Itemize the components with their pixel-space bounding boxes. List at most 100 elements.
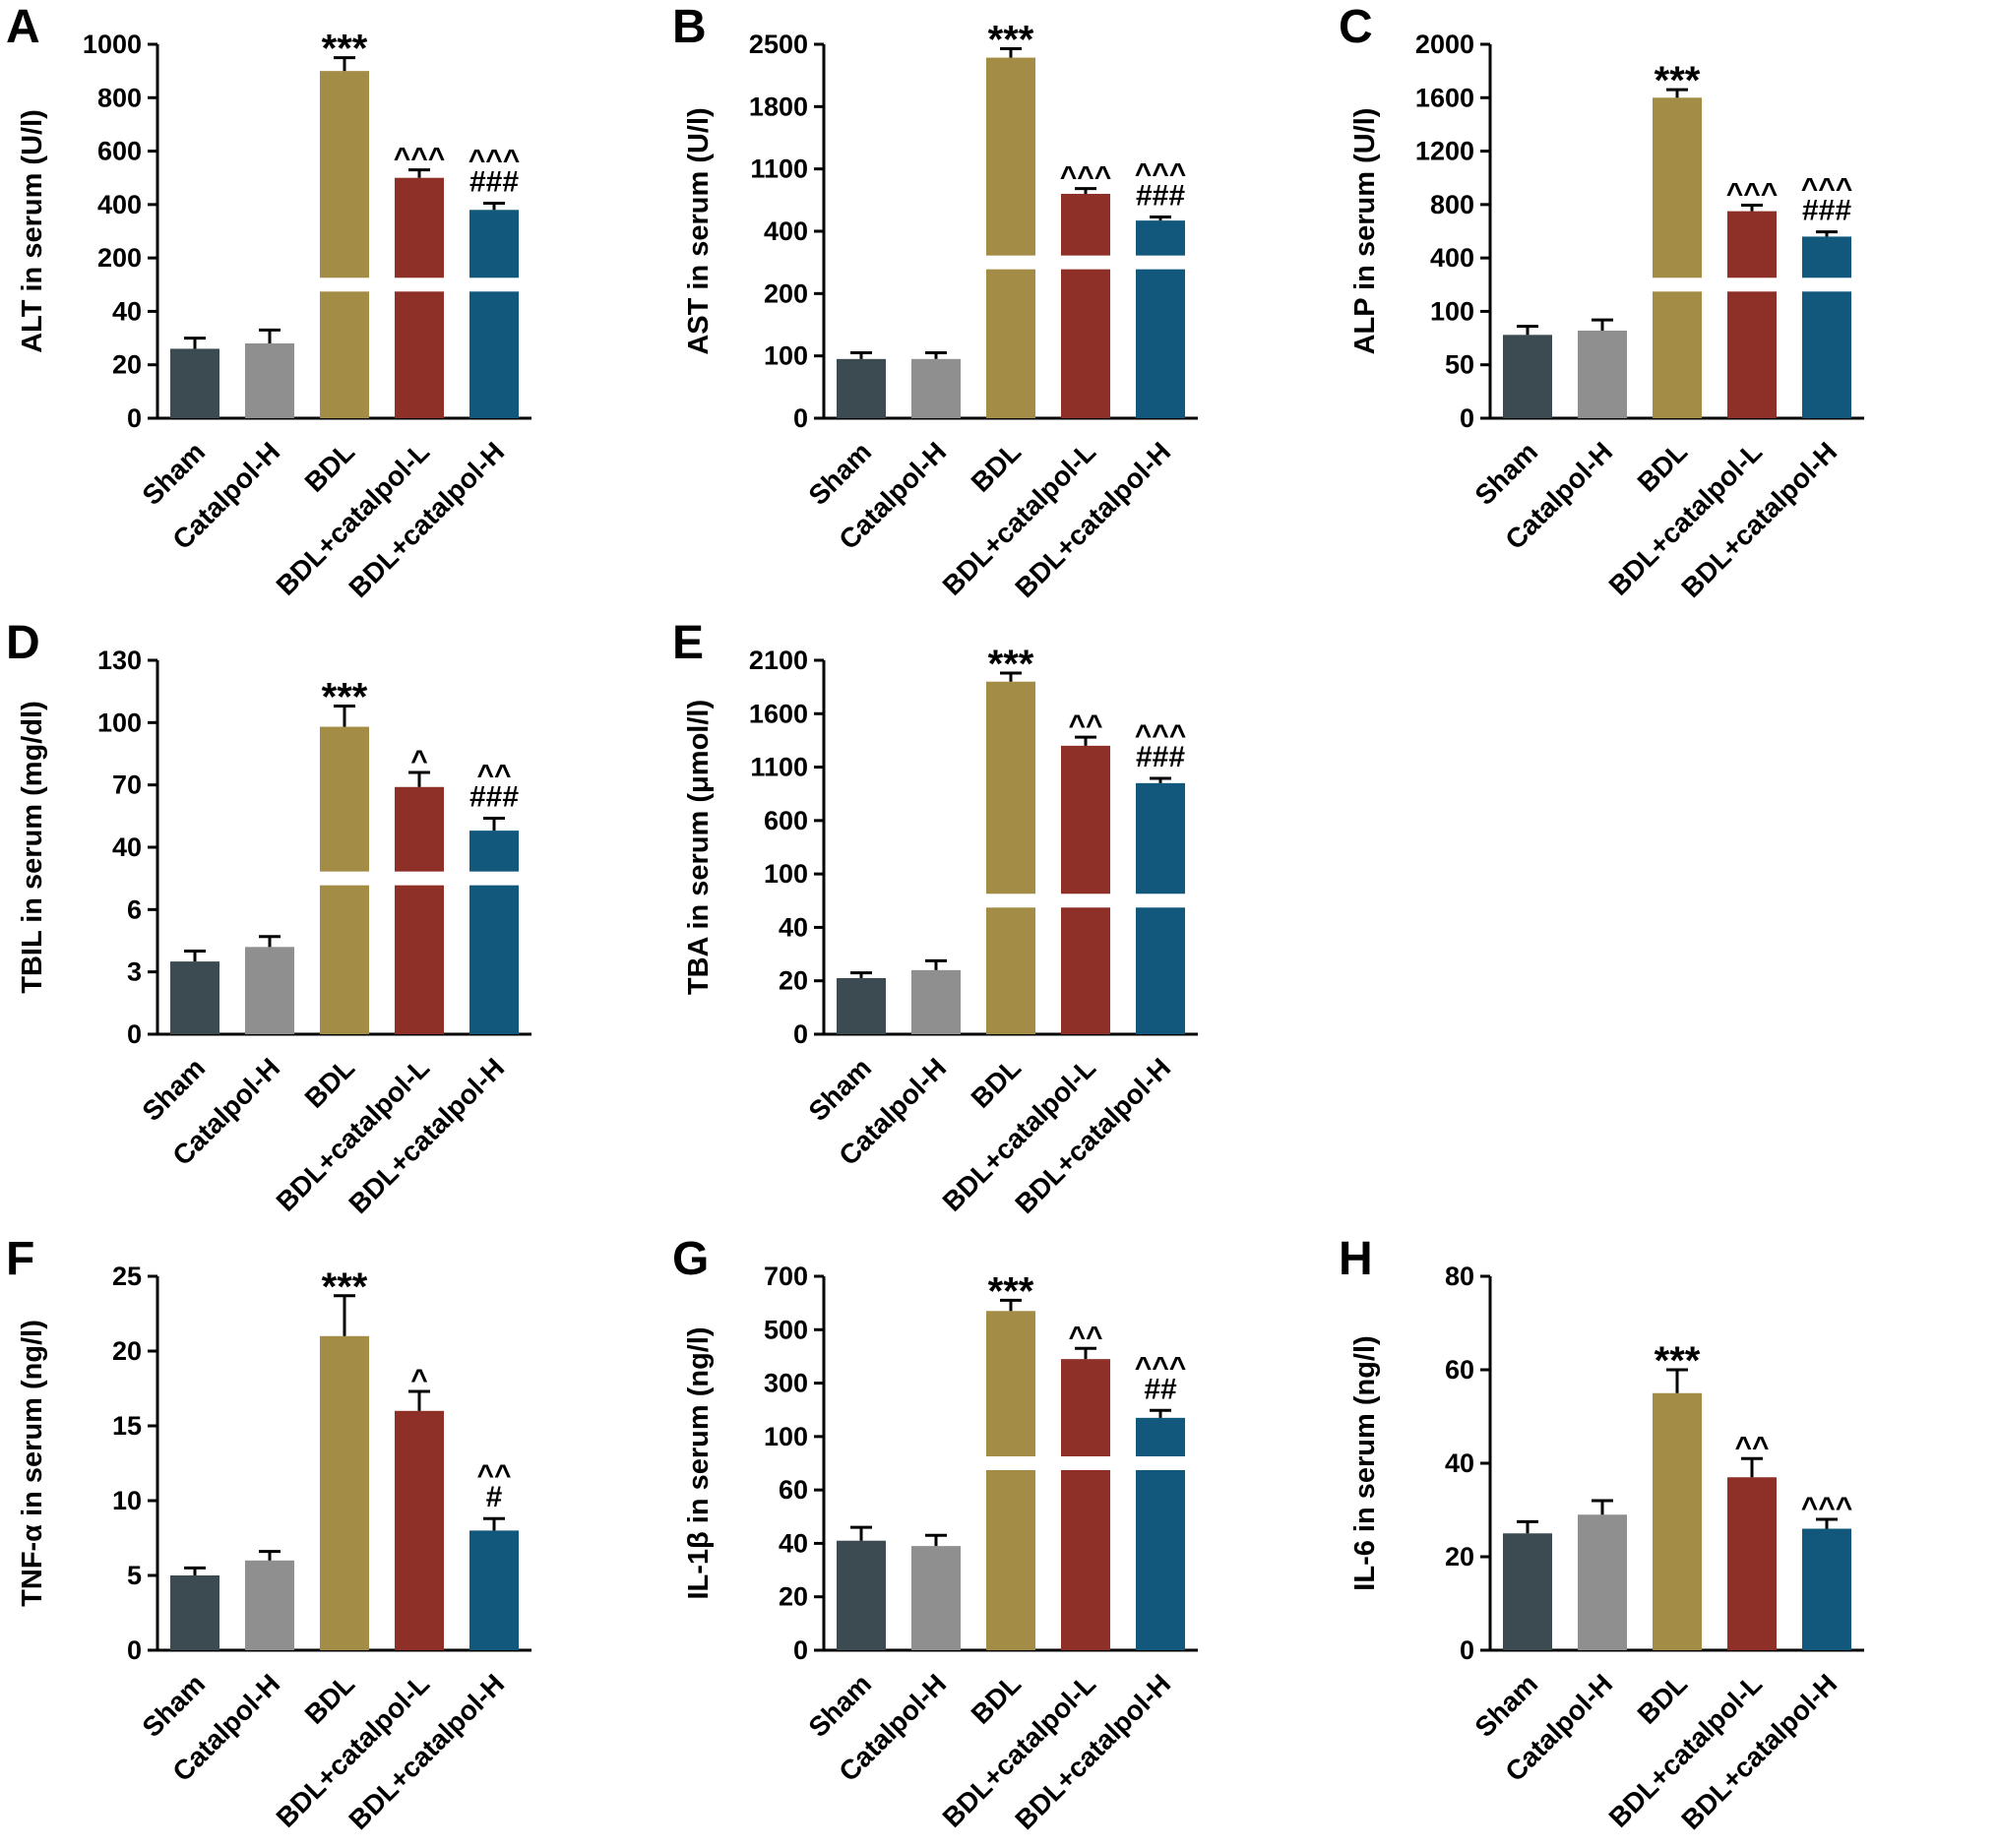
axis-break-gap <box>985 893 1036 908</box>
significance-annotation: ^^ <box>476 1459 511 1492</box>
significance-annotation: ## <box>1144 1373 1177 1405</box>
bar-BDL+catalpol-H <box>1136 1417 1185 1650</box>
y-tick-label: 1200 <box>1415 137 1474 166</box>
y-axis-title: ALP in serum (U/l) <box>1349 108 1381 355</box>
bar-BDL <box>986 1311 1035 1650</box>
y-tick-label: 60 <box>1445 1355 1474 1385</box>
significance-annotation: *** <box>988 1269 1034 1313</box>
y-tick-label: 1600 <box>749 699 808 728</box>
panel-G: G 0 20 40 60 100 300 500 700 IL-1β in serum (ng/l… <box>666 1232 1333 1848</box>
axis-break-gap <box>469 871 520 886</box>
x-category-label: BDL <box>966 436 1028 498</box>
significance-annotation: ^^^ <box>1801 1492 1853 1524</box>
y-axis-title: ALT in serum (U/l) <box>17 109 48 353</box>
axis-break-gap <box>1726 277 1778 292</box>
y-tick-label: 15 <box>112 1411 142 1441</box>
axis-break-gap <box>1060 255 1111 270</box>
significance-annotation: ^^^ <box>1801 173 1853 206</box>
y-tick-label: 2500 <box>749 30 808 59</box>
bar-BDL <box>1653 1392 1702 1650</box>
bar-BDL+catalpol-L <box>1727 211 1777 418</box>
significance-annotation: ^^ <box>1068 1321 1102 1353</box>
y-tick-label: 0 <box>793 1635 808 1665</box>
panel-F: F 0 5 10 15 20 25 TNF-α in serum (ng/l) *** ^ ^^ # S… <box>0 1232 666 1848</box>
axis-break-gap <box>1060 1456 1111 1470</box>
panel-letter-E: E <box>672 617 705 669</box>
bar-BDL <box>320 1335 369 1650</box>
significance-annotation: ^^ <box>476 759 511 791</box>
chart-C: 0 50 100 400 800 1200 1600 2000 ALP in serum (U/… <box>1349 30 1864 603</box>
axis-break-gap <box>469 277 520 292</box>
y-tick-label: 10 <box>112 1486 142 1515</box>
axis-break-gap <box>319 871 370 886</box>
bar-Sham <box>170 961 219 1034</box>
y-tick-label: 0 <box>793 403 808 433</box>
y-tick-label: 1600 <box>1415 83 1474 112</box>
y-tick-label: 5 <box>127 1561 142 1590</box>
y-tick-label: 130 <box>97 646 142 675</box>
significance-annotation: ^^^ <box>1135 719 1187 752</box>
significance-annotation: ### <box>469 166 519 199</box>
y-tick-label: 400 <box>764 216 808 246</box>
axis-break-gap <box>1135 893 1186 908</box>
bar-Catalpol-H <box>245 343 294 418</box>
bar-BDL <box>1653 97 1702 419</box>
significance-annotation: *** <box>1655 1339 1701 1383</box>
bar-Catalpol-H <box>245 947 294 1034</box>
y-tick-label: 20 <box>112 350 142 380</box>
y-tick-label: 1100 <box>750 753 808 782</box>
panel-letter-C: C <box>1339 1 1373 53</box>
y-axis-title: TBA in serum (μmol/l) <box>683 700 715 995</box>
panel-letter-D: D <box>6 617 40 669</box>
y-tick-label: 100 <box>764 341 808 371</box>
bar-Sham <box>1503 1533 1552 1650</box>
y-tick-label: 20 <box>779 1582 808 1612</box>
y-tick-label: 800 <box>97 83 142 112</box>
y-tick-label: 2000 <box>1415 30 1474 59</box>
y-tick-label: 600 <box>764 806 808 835</box>
bar-Sham <box>170 1575 219 1650</box>
y-tick-label: 20 <box>112 1336 142 1366</box>
y-tick-label: 40 <box>112 296 142 326</box>
y-axis-title: IL-6 in serum (ng/l) <box>1349 1335 1381 1590</box>
y-tick-label: 0 <box>793 1019 808 1049</box>
panel-letter-H: H <box>1339 1233 1373 1285</box>
bar-Sham <box>837 358 886 418</box>
axis-break-gap <box>1060 893 1111 908</box>
panel-letter-G: G <box>672 1233 710 1285</box>
y-tick-label: 400 <box>1430 243 1474 273</box>
bar-Sham <box>837 1540 886 1650</box>
axis-break-gap <box>1801 277 1852 292</box>
axis-break-gap <box>319 277 370 292</box>
y-tick-label: 300 <box>764 1369 808 1398</box>
y-tick-label: 2100 <box>749 646 808 675</box>
significance-annotation: ^^^ <box>469 145 521 177</box>
bar-Catalpol-H <box>245 1560 294 1650</box>
panel-D: D 0 3 6 40 70 100 130 TBIL in serum (mg/dl) *** ^ ^… <box>0 616 666 1232</box>
significance-annotation: *** <box>322 28 368 71</box>
bar-BDL+catalpol-L <box>1061 745 1110 1034</box>
y-tick-label: 100 <box>97 708 142 737</box>
significance-annotation: *** <box>988 643 1034 686</box>
bar-Catalpol-H <box>911 969 961 1034</box>
y-tick-label: 40 <box>1445 1448 1474 1478</box>
y-tick-label: 0 <box>1460 1635 1474 1665</box>
y-axis-title: AST in serum (U/l) <box>683 107 715 354</box>
significance-annotation: *** <box>322 675 368 718</box>
bar-Catalpol-H <box>911 358 961 418</box>
significance-annotation: *** <box>322 1265 368 1309</box>
x-category-label: BDL <box>299 1668 361 1730</box>
significance-annotation: ### <box>1136 180 1185 213</box>
panel-C: C 0 50 100 400 800 1200 1600 2000 ALP in serum (U… <box>1333 0 1999 616</box>
y-tick-label: 0 <box>127 1019 142 1049</box>
significance-annotation: ### <box>1136 741 1185 773</box>
bar-Sham <box>1503 335 1552 418</box>
x-category-label: BDL <box>299 436 361 498</box>
y-tick-label: 100 <box>1430 296 1474 326</box>
bar-BDL+catalpol-L <box>395 786 444 1034</box>
y-tick-label: 6 <box>127 894 142 924</box>
y-tick-label: 0 <box>1460 403 1474 433</box>
